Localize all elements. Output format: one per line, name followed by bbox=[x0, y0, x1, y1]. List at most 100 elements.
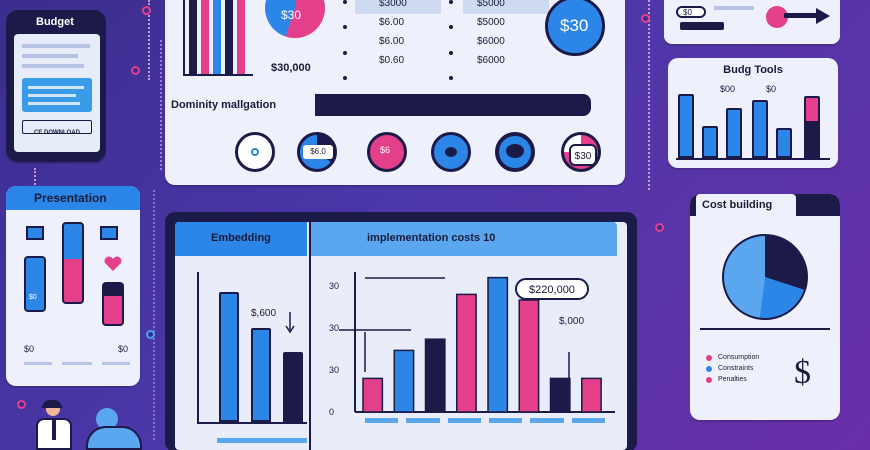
pin-icon bbox=[641, 14, 650, 23]
tools-bar bbox=[678, 94, 694, 158]
value-pill[interactable]: $30 bbox=[569, 144, 597, 166]
tab-left[interactable]: Embedding bbox=[175, 222, 307, 256]
left-bar bbox=[283, 352, 303, 422]
level-bar bbox=[62, 222, 84, 304]
mini-bar bbox=[189, 0, 197, 74]
monthly-title-tab: Dominity mallgation bbox=[165, 94, 315, 116]
budget-tools-label: $0 bbox=[766, 84, 777, 94]
dollar-icon: $ bbox=[794, 354, 811, 391]
value-circle: $30 bbox=[545, 0, 605, 56]
gauge-value: $6 bbox=[380, 145, 391, 155]
axis-y bbox=[197, 272, 199, 422]
left-chart-label: $,600 bbox=[251, 308, 277, 319]
chart-bar bbox=[362, 377, 384, 413]
table-cell: $5000 bbox=[477, 0, 505, 9]
tab-left-label: Embedding bbox=[211, 232, 271, 244]
mini-bar bbox=[213, 0, 221, 74]
value-pill-label: $30 bbox=[574, 151, 592, 162]
tools-bar bbox=[726, 108, 742, 158]
chart-bar bbox=[424, 338, 446, 413]
arrow-down-icon bbox=[285, 312, 295, 334]
connector-line bbox=[648, 0, 650, 190]
pin-icon bbox=[655, 223, 664, 232]
arrow-right-icon[interactable] bbox=[784, 8, 830, 24]
download-button[interactable]: CE DOWNLOAD bbox=[22, 120, 92, 136]
axis-x bbox=[197, 422, 307, 424]
action-card: $0 bbox=[664, 0, 840, 44]
gauge-icon[interactable]: $6.0 bbox=[297, 132, 337, 172]
chart-bar bbox=[581, 377, 602, 413]
pin-icon bbox=[142, 6, 151, 15]
tools-bar bbox=[702, 126, 718, 158]
budget-tools-chart bbox=[676, 92, 830, 160]
tab-right-label: implementation costs 10 bbox=[367, 232, 496, 244]
cost-breakdown-tab: Cost building bbox=[696, 194, 796, 216]
cost-pie-chart bbox=[722, 234, 808, 320]
pin-icon bbox=[131, 66, 140, 75]
text-line bbox=[22, 44, 90, 48]
cost-breakdown-panel: Cost building Consumption Constraints Pe… bbox=[690, 194, 840, 420]
connector-line bbox=[34, 168, 36, 188]
file-icon bbox=[100, 226, 118, 240]
mini-bar bbox=[201, 0, 209, 74]
tab-right[interactable]: implementation costs 10 bbox=[311, 222, 617, 256]
connector-line bbox=[153, 190, 155, 440]
left-bar bbox=[219, 292, 239, 422]
y-tick-label: 0 bbox=[329, 407, 334, 417]
table-cell: $6000 bbox=[477, 36, 505, 47]
table-cell: $6000 bbox=[477, 55, 505, 66]
presentation-title: Presentation bbox=[34, 191, 107, 205]
pin-icon bbox=[17, 400, 26, 409]
gauge-icon[interactable] bbox=[235, 132, 275, 172]
tools-bar bbox=[752, 100, 768, 158]
monthly-title: Dominity mallgation bbox=[171, 99, 277, 111]
table-cell: $3000 bbox=[379, 0, 407, 9]
download-button-label: CE DOWNLOAD bbox=[34, 130, 80, 136]
heart-icon bbox=[104, 256, 122, 272]
chart-bar bbox=[518, 299, 540, 413]
toggle-icon[interactable] bbox=[766, 6, 788, 28]
cost-legend: Consumption Constraints Penalties bbox=[706, 354, 759, 383]
mini-bar-chart bbox=[183, 0, 253, 76]
gauge-icon[interactable] bbox=[495, 132, 535, 172]
file-icon bbox=[26, 226, 44, 240]
tablet-info-card bbox=[22, 78, 92, 112]
left-bar-chart: $,600 bbox=[193, 272, 309, 443]
tablet-device: Budget CE DOWNLOAD bbox=[6, 10, 106, 162]
budget-tools-panel: Budg Tools $00 $0 bbox=[668, 58, 838, 168]
person-illustration bbox=[86, 408, 142, 450]
gauge-icon[interactable] bbox=[431, 132, 471, 172]
table-cell: $0.60 bbox=[379, 55, 405, 66]
tools-bar bbox=[776, 128, 792, 158]
main-chart-monitor: Embedding implementation costs 10 $,600 … bbox=[165, 212, 637, 450]
tablet-screen: CE DOWNLOAD bbox=[14, 34, 100, 152]
y-tick-label: 30 bbox=[329, 365, 339, 375]
legend-item: Penalties bbox=[718, 376, 747, 383]
circle-value: $30 bbox=[560, 16, 589, 35]
tablet-title: Budget bbox=[36, 16, 74, 28]
table-highlight bbox=[463, 0, 549, 14]
chart-annotation: $,000 bbox=[559, 316, 585, 327]
main-chart-screen: Embedding implementation costs 10 $,600 … bbox=[175, 222, 627, 450]
level-bar: $0 bbox=[24, 256, 46, 312]
total-amount: $30,000 bbox=[271, 62, 311, 74]
gauge-icon[interactable]: $6 bbox=[367, 132, 407, 172]
action-label: $0 bbox=[676, 6, 706, 18]
connector-line bbox=[160, 40, 162, 170]
y-tick-label: 30 bbox=[329, 281, 339, 291]
main-bar-chart: 30 30 30 0 bbox=[329, 272, 615, 417]
person-illustration bbox=[34, 400, 74, 450]
table-cell: $6.00 bbox=[379, 36, 405, 47]
table-cell: $5000 bbox=[477, 17, 505, 28]
text-line bbox=[22, 64, 84, 68]
tools-bar bbox=[804, 96, 820, 158]
y-tick-label: 30 bbox=[329, 323, 339, 333]
level-bar bbox=[102, 282, 124, 326]
gauge-value: $6.0 bbox=[303, 145, 333, 159]
chart-bar bbox=[487, 276, 509, 413]
connector-line bbox=[148, 0, 150, 80]
monthly-header: Dominity mallgation bbox=[165, 94, 591, 116]
pie-value: $30 bbox=[281, 8, 302, 22]
table-highlight bbox=[355, 0, 441, 14]
table-cell: $6.00 bbox=[379, 17, 405, 28]
